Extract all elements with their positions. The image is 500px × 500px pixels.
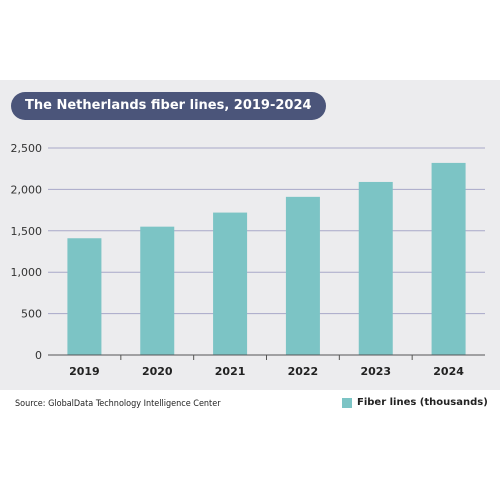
x-tick-label: 2019 bbox=[69, 365, 100, 378]
y-tick-label: 2,000 bbox=[11, 183, 43, 196]
y-tick-label: 1,000 bbox=[11, 266, 43, 279]
gridlines bbox=[48, 147, 485, 315]
y-tick-label: 1,500 bbox=[11, 225, 43, 238]
bar bbox=[285, 196, 320, 355]
legend-swatch bbox=[342, 397, 352, 408]
legend: Fiber lines (thousands) bbox=[342, 397, 488, 408]
source-note: Source: GlobalData Technology Intelligen… bbox=[15, 399, 221, 409]
x-tick-label: 2024 bbox=[433, 365, 464, 378]
y-tick-label: 500 bbox=[21, 308, 42, 321]
axes: 0 500 1,000 1,500 2,000 2,500 2019 2020 2021 2022… bbox=[11, 142, 485, 378]
x-tick-label: 2022 bbox=[288, 365, 319, 378]
bar bbox=[213, 212, 248, 355]
y-tick-label: 2,500 bbox=[11, 142, 43, 155]
x-tick-label: 2023 bbox=[360, 365, 391, 378]
chart-title: The Netherlands fiber lines, 2019-2024 bbox=[11, 92, 326, 120]
bar bbox=[140, 226, 175, 355]
legend-label: Fiber lines (thousands) bbox=[357, 397, 488, 408]
y-tick-label: 0 bbox=[35, 349, 42, 362]
bar bbox=[431, 162, 466, 355]
bar bbox=[67, 238, 102, 355]
bars bbox=[67, 162, 466, 355]
x-tick-label: 2021 bbox=[215, 365, 246, 378]
x-tick-label: 2020 bbox=[142, 365, 173, 378]
bar bbox=[358, 181, 393, 355]
